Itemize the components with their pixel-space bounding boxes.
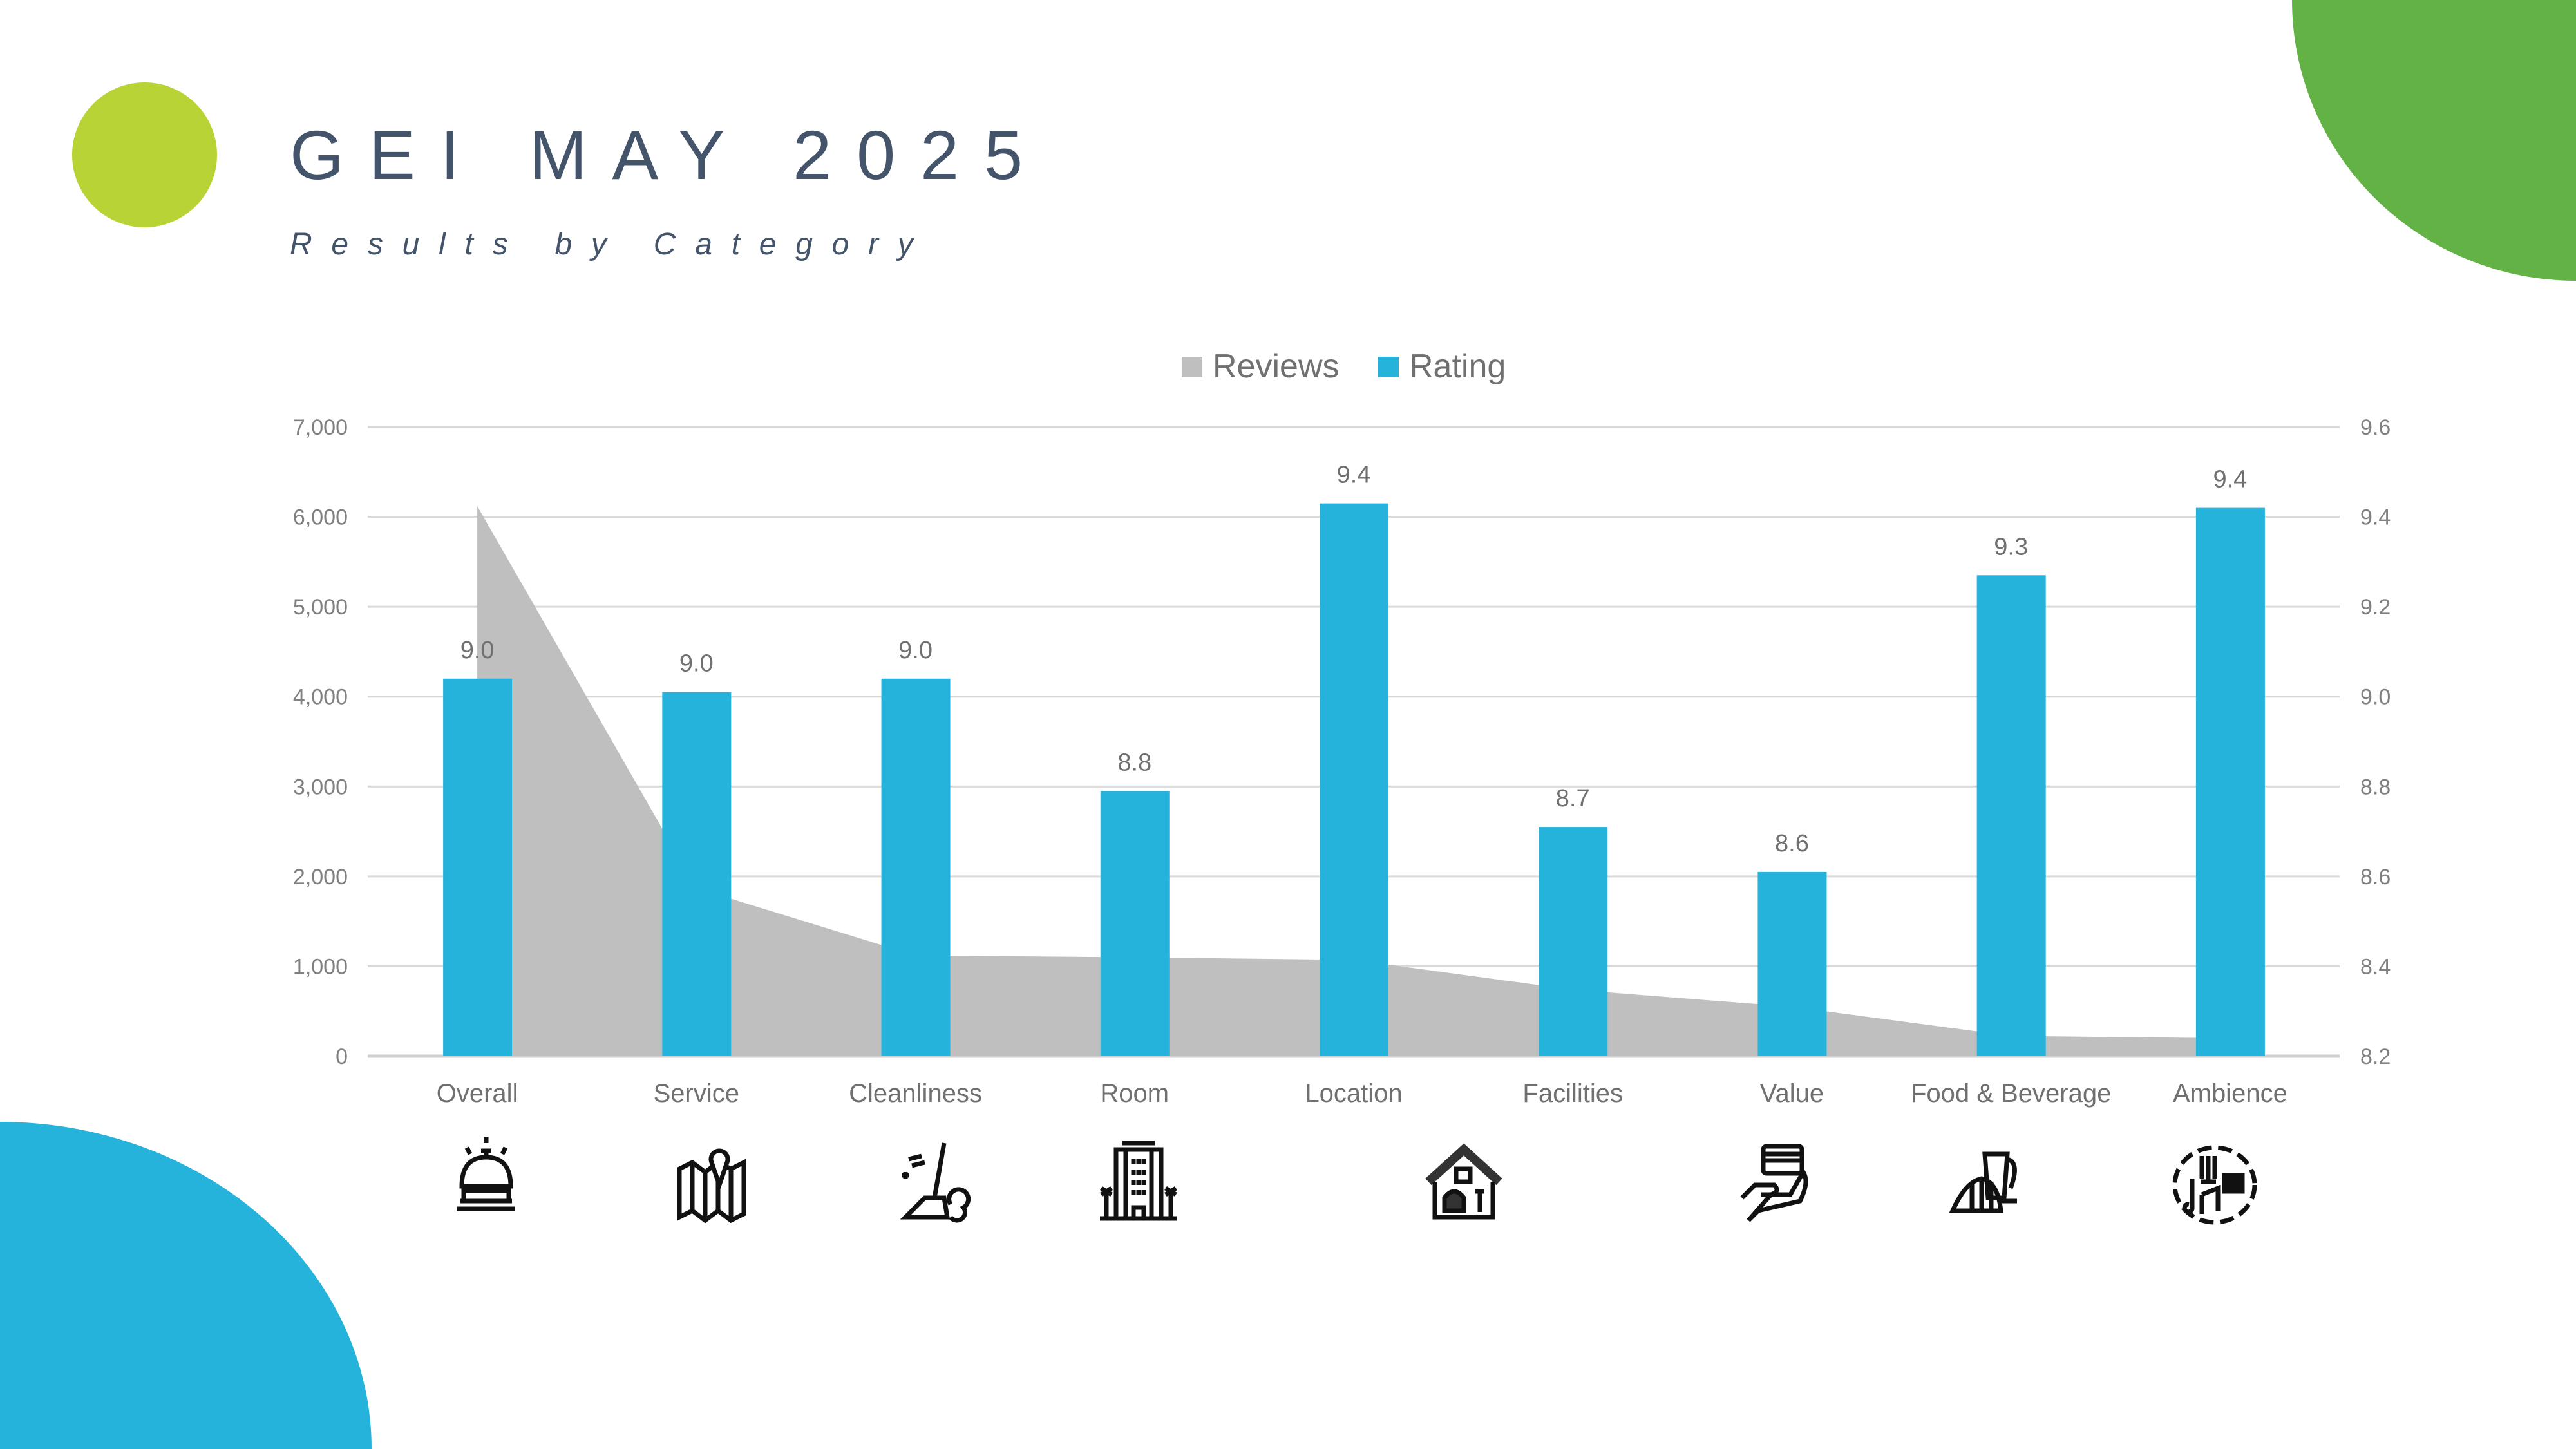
rating-data-label: 9.4 [2213, 466, 2247, 493]
right-axis-tick-label: 9.2 [2360, 595, 2391, 620]
legend-swatch-reviews [1182, 357, 1202, 377]
service-bell-icon [457, 1137, 515, 1211]
left-axis-tick-label: 7,000 [293, 415, 348, 440]
legend-label-reviews: Reviews [1213, 348, 1340, 385]
rating-bar [1539, 827, 1608, 1056]
right-axis-tick-label: 9.4 [2360, 506, 2391, 530]
rating-data-label: 9.0 [679, 650, 714, 677]
rating-data-label: 9.4 [1337, 462, 1371, 489]
rating-data-label: 8.7 [1556, 785, 1590, 812]
rating-data-label: 8.6 [1775, 830, 1809, 857]
legend-label-rating: Rating [1409, 348, 1506, 385]
left-axis-tick-label: 5,000 [293, 595, 348, 620]
rating-bar [1100, 791, 1170, 1056]
category-label: Value [1760, 1079, 1824, 1108]
left-axis-tick-label: 3,000 [293, 775, 348, 799]
rating-data-label: 9.3 [1994, 533, 2028, 560]
right-axis-tick-label: 8.4 [2360, 954, 2391, 979]
rating-bar [2195, 507, 2265, 1056]
category-label: Overall [437, 1079, 518, 1108]
hand-card-payment-icon [1740, 1144, 1808, 1222]
rating-bar [881, 678, 951, 1056]
category-label: Cleanliness [849, 1079, 982, 1108]
category-label: Food & Beverage [1911, 1079, 2111, 1108]
right-axis-tick-label: 9.0 [2360, 685, 2391, 710]
rating-bar [443, 678, 513, 1056]
coffee-croissant-icon [1949, 1151, 2017, 1213]
chart-legend: Reviews Rating [1182, 348, 1506, 385]
left-axis-tick-label: 4,000 [293, 685, 348, 710]
category-label: Facilities [1522, 1079, 1623, 1108]
rating-data-label: 9.0 [460, 637, 495, 664]
page-subtitle: Results by Category [290, 227, 933, 261]
left-axis-tick-label: 2,000 [293, 865, 348, 889]
rating-bar [1757, 871, 1827, 1056]
broom-cleaning-icon [900, 1142, 971, 1223]
category-label: Ambience [2173, 1079, 2287, 1108]
hotel-building-icon [1100, 1141, 1177, 1221]
map-pin-icon [677, 1148, 746, 1224]
left-axis-tick-label: 6,000 [293, 506, 348, 530]
right-axis-tick-label: 8.8 [2360, 775, 2391, 799]
category-label: Service [654, 1079, 739, 1108]
left-axis-tick-label: 0 [336, 1045, 348, 1069]
right-axis-tick-label: 8.6 [2360, 865, 2391, 889]
category-label: Location [1305, 1079, 1402, 1108]
page-title: GEI MAY 2025 [290, 116, 1048, 194]
music-ambience-icon [2172, 1145, 2257, 1225]
rating-bar [1320, 503, 1388, 1056]
rating-data-label: 9.0 [898, 637, 933, 664]
house-interior-icon [1425, 1143, 1502, 1220]
rating-bar [1976, 575, 2046, 1056]
lime-circle-decoration [72, 82, 217, 227]
rating-bar [662, 692, 732, 1056]
rating-data-label: 8.8 [1117, 749, 1151, 776]
reviews-area [477, 506, 2230, 1056]
legend-swatch-rating [1378, 357, 1399, 377]
left-axis-tick-label: 1,000 [293, 954, 348, 979]
right-axis-tick-label: 8.2 [2360, 1045, 2391, 1069]
right-axis-tick-label: 9.6 [2360, 415, 2391, 440]
category-label: Room [1100, 1079, 1169, 1108]
